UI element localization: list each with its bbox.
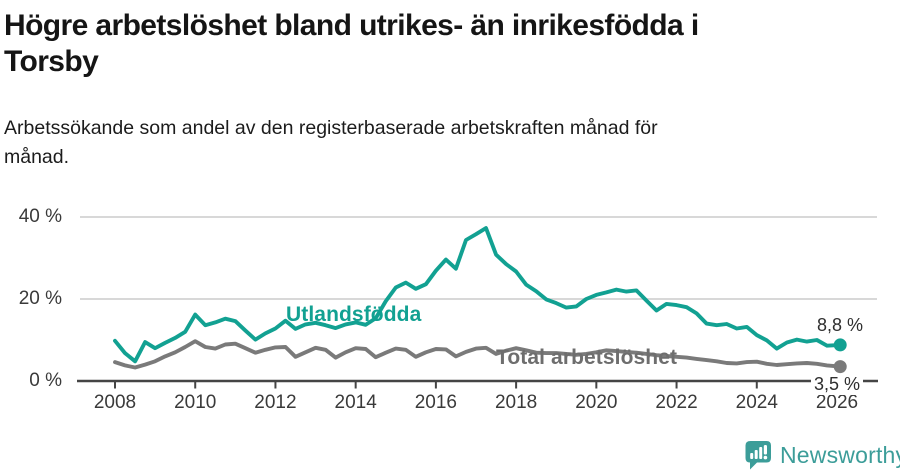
x-axis-label-2022: 2022 (655, 392, 698, 413)
subtitle-line-2: månad. (4, 146, 70, 168)
x-axis-label-2012: 2012 (254, 392, 297, 413)
x-axis-label-2010: 2010 (174, 392, 217, 413)
title-line-2: Torsby (4, 45, 99, 78)
x-axis-label-2008: 2008 (93, 392, 137, 413)
series-end-dot-utlandsf-dda (833, 338, 847, 352)
x-axis-label-2018: 2018 (494, 392, 538, 413)
subtitle-line-1: Arbetssökande som andel av den registerb… (4, 117, 658, 139)
end-value-label-utlandsfodda: 8,8 % (816, 315, 863, 335)
x-axis-label-2024: 2024 (735, 392, 778, 413)
newsworthy-logo-icon (745, 440, 772, 471)
chart-subtitle: Arbetssökande som andel av den registerb… (4, 114, 900, 172)
series-end-dot-total-arbetsl-shet (833, 360, 847, 374)
y-axis-label-40: 40 % (18, 206, 62, 227)
newsworthy-brand-link[interactable]: Newsworthy (745, 440, 900, 471)
end-value-label-total: 3,5 % (810, 374, 863, 395)
series-line-total-arbetsl-shet (113, 339, 843, 370)
series-line-utlandsf-dda (113, 226, 843, 364)
page-title: Högre arbetslöshet bland utrikes- än inr… (4, 8, 900, 80)
y-axis-label-20: 20 % (18, 288, 62, 309)
x-axis-label-2026: 2026 (815, 392, 859, 413)
x-axis-label-2016: 2016 (414, 392, 458, 413)
title-line-1: Högre arbetslöshet bland utrikes- än inr… (4, 9, 699, 42)
y-axis-label-0: 0 % (29, 370, 62, 391)
newsworthy-brand-text: Newsworthy (780, 442, 900, 468)
x-axis-label-2014: 2014 (334, 392, 377, 413)
series-label-total-arbetsloshet: Total arbetslöshet (496, 346, 678, 369)
series-label-utlandsfodda: Utlandsfödda (286, 303, 422, 326)
x-axis-label-2020: 2020 (575, 392, 618, 413)
